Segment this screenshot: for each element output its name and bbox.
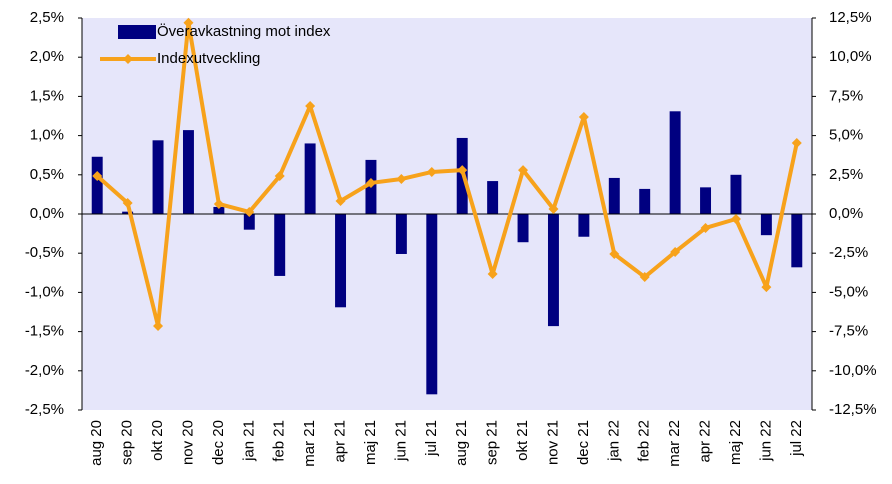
marker xyxy=(518,165,529,176)
x-tick-label: jun 22 xyxy=(757,420,774,462)
y-tick-label: 0,0% xyxy=(30,205,64,222)
y-tick-label: -2,0% xyxy=(25,362,64,379)
y-tick-label: -2,5% xyxy=(25,401,64,418)
x-tick-label: jan 22 xyxy=(605,420,622,462)
x-tick-label: feb 21 xyxy=(271,420,288,462)
x-tick-label: maj 22 xyxy=(727,420,744,465)
marker xyxy=(639,272,650,283)
marker xyxy=(153,320,164,331)
x-tick-label: jul 21 xyxy=(423,420,440,457)
x-tick-label: aug 20 xyxy=(88,420,105,466)
x-tick-label: feb 22 xyxy=(636,420,653,462)
x-tick-label: dec 20 xyxy=(210,420,227,465)
x-tick-label: jul 22 xyxy=(788,420,805,457)
y2-tick-label: -7,5% xyxy=(829,323,868,340)
bar xyxy=(669,111,681,214)
marker xyxy=(700,222,711,233)
marker xyxy=(213,198,224,209)
marker xyxy=(426,166,437,177)
x-tick-label: maj 21 xyxy=(362,420,379,465)
marker xyxy=(609,248,620,259)
bar xyxy=(639,188,651,214)
legend-label: Indexutveckling xyxy=(157,50,260,67)
marker xyxy=(183,17,194,28)
legend-swatch xyxy=(118,25,156,39)
y2-tick-label: 5,0% xyxy=(829,127,863,144)
bar xyxy=(152,140,164,214)
marker xyxy=(730,214,741,225)
y-tick-label: 1,5% xyxy=(30,87,64,104)
marker xyxy=(761,282,772,293)
bar xyxy=(243,214,255,230)
x-tick-label: nov 21 xyxy=(544,420,561,465)
bar xyxy=(122,211,134,214)
x-tick-label: mar 21 xyxy=(301,420,318,467)
marker xyxy=(548,203,559,214)
bar xyxy=(517,214,529,243)
bar xyxy=(304,143,316,214)
marker xyxy=(457,165,468,176)
bar xyxy=(578,214,590,237)
legend-marker xyxy=(123,54,133,64)
bar xyxy=(426,214,438,395)
marker xyxy=(396,174,407,185)
legend-label: Överavkastning mot index xyxy=(157,22,331,40)
bar xyxy=(547,214,559,327)
bar xyxy=(760,214,772,236)
y-tick-label: -1,0% xyxy=(25,283,64,300)
y2-tick-label: 12,5% xyxy=(829,9,872,26)
marker xyxy=(791,137,802,148)
x-tick-label: jun 21 xyxy=(392,420,409,462)
bar xyxy=(608,177,620,214)
marker xyxy=(244,206,255,217)
y2-tick-label: 7,5% xyxy=(829,87,863,104)
x-tick-label: jan 21 xyxy=(240,420,257,462)
marker xyxy=(487,269,498,280)
y-tick-label: 2,5% xyxy=(30,9,64,26)
marker xyxy=(365,177,376,188)
y2-tick-label: -2,5% xyxy=(829,244,868,261)
y2-tick-label: -5,0% xyxy=(829,283,868,300)
line xyxy=(95,20,799,328)
x-tick-label: sep 21 xyxy=(484,420,501,465)
bar xyxy=(182,130,194,214)
bar xyxy=(791,214,803,268)
y2-tick-label: -10,0% xyxy=(829,362,877,379)
marker xyxy=(670,246,681,257)
x-tick-label: mar 22 xyxy=(666,420,683,467)
y-tick-label: 0,5% xyxy=(30,166,64,183)
y2-tick-label: 2,5% xyxy=(829,166,863,183)
x-tick-label: apr 22 xyxy=(697,420,714,463)
x-tick-label: okt 21 xyxy=(514,420,531,461)
bar xyxy=(335,214,347,308)
y-tick-label: -1,5% xyxy=(25,323,64,340)
x-tick-label: aug 21 xyxy=(453,420,470,466)
x-tick-label: nov 20 xyxy=(179,420,196,465)
bar xyxy=(700,187,712,214)
y-tick-label: 1,0% xyxy=(30,127,64,144)
y2-tick-label: 0,0% xyxy=(829,205,863,222)
y2-tick-label: -12,5% xyxy=(829,401,877,418)
x-tick-label: apr 21 xyxy=(332,420,349,463)
marker xyxy=(274,171,285,182)
marker xyxy=(305,100,316,111)
bar xyxy=(730,174,742,214)
y-tick-label: 2,0% xyxy=(30,48,64,65)
marker xyxy=(122,198,133,209)
y2-tick-label: 10,0% xyxy=(829,48,872,65)
y-tick-label: -0,5% xyxy=(25,244,64,261)
bar xyxy=(213,206,225,214)
x-tick-label: okt 20 xyxy=(149,420,166,461)
bar xyxy=(91,156,103,214)
marker xyxy=(335,195,346,206)
marker xyxy=(578,111,589,122)
x-tick-label: sep 20 xyxy=(119,420,136,465)
bar xyxy=(274,214,286,276)
bar xyxy=(395,214,407,254)
x-tick-label: dec 21 xyxy=(575,420,592,465)
bar xyxy=(487,181,499,214)
marker xyxy=(92,171,103,182)
